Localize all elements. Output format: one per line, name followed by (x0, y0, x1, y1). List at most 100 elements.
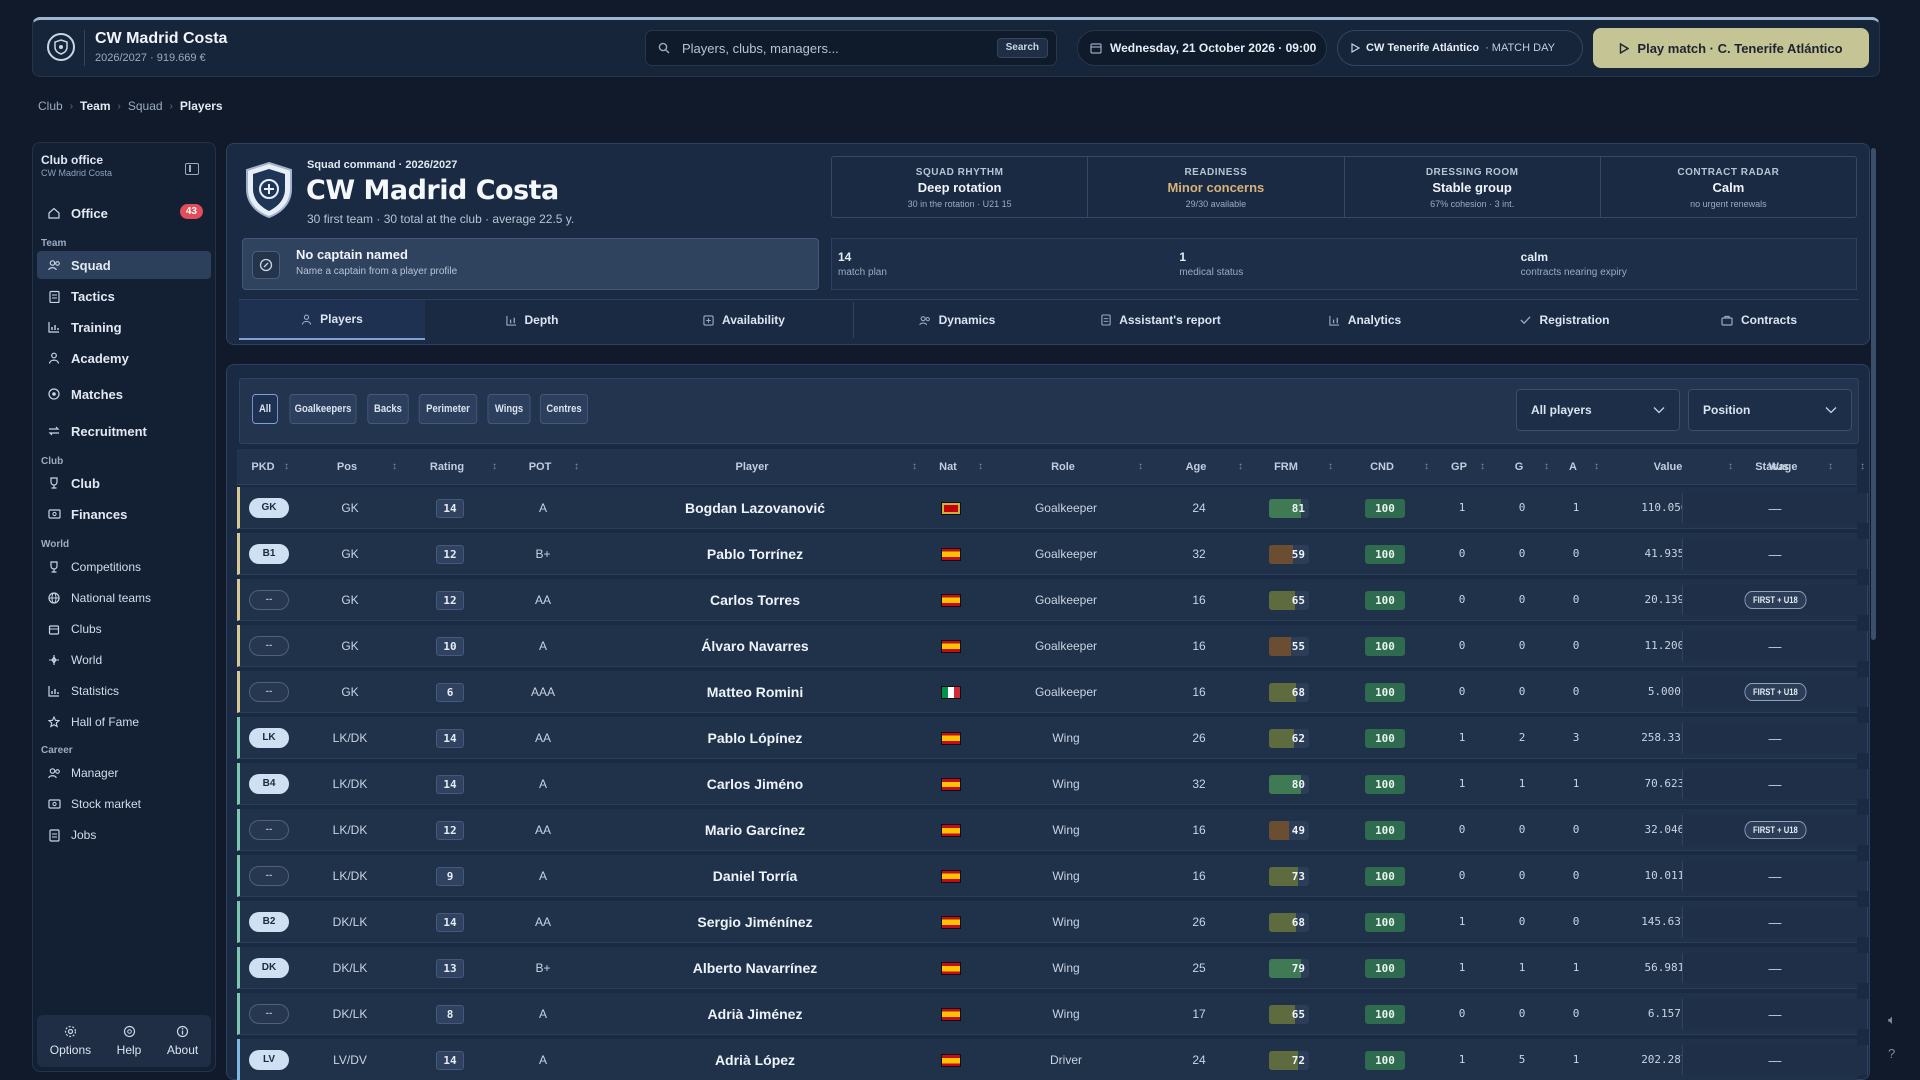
player-name[interactable]: Alberto Navarrínez (692, 960, 818, 976)
sidebar-item-national-teams[interactable]: National teams (37, 584, 211, 612)
lineup-slot-badge[interactable]: B2 (249, 912, 289, 932)
lineup-slot-badge[interactable]: LK (249, 728, 289, 748)
lineup-slot-badge[interactable]: -- (249, 636, 289, 656)
sidebar-item-academy[interactable]: Academy (37, 344, 211, 372)
lineup-slot-badge[interactable]: LV (249, 1050, 289, 1070)
table-row[interactable]: DK DK/LK 13 B+ Alberto Navarrínez Wing 25 79 100… (237, 947, 1868, 989)
club-emblem-icon[interactable] (47, 33, 75, 61)
search-input[interactable]: Players, clubs, managers... (682, 41, 839, 56)
sidebar-item-recruitment[interactable]: Recruitment (37, 417, 211, 445)
sidebar-item-clubs[interactable]: Clubs (37, 615, 211, 643)
player-name[interactable]: Pablo Torrínez (706, 546, 804, 562)
player-name[interactable]: Carlos Jiméno (706, 776, 804, 792)
sidebar-item-stock-market[interactable]: Stock market (37, 790, 211, 818)
lineup-slot-badge[interactable]: GK (249, 498, 289, 518)
sidebar-item-matches[interactable]: Matches (37, 380, 211, 408)
volume-icon[interactable]: 🔈︎ (1888, 1012, 1896, 1027)
column-header-frm[interactable]: FRM ↕ (1239, 449, 1333, 485)
lineup-slot-badge[interactable]: -- (249, 682, 289, 702)
sidebar-collapse-icon[interactable] (185, 163, 199, 175)
position-sort-select[interactable]: Position (1688, 389, 1852, 431)
search-button[interactable]: Search (996, 38, 1048, 58)
tab-depth[interactable]: Depth (432, 300, 632, 340)
lineup-slot-badge[interactable]: -- (249, 820, 289, 840)
player-name[interactable]: Daniel Torría (712, 868, 798, 884)
filter-chip-perimeter[interactable]: Perimeter (418, 394, 478, 424)
column-header-nat[interactable]: Nat ↕ (913, 449, 983, 485)
table-row[interactable]: -- DK/LK 8 A Adrià Jiménez Wing 17 65 100 0 0 0 6.15… (237, 993, 1868, 1035)
column-header-pos[interactable]: Pos ↕ (297, 449, 397, 485)
filter-chip-all[interactable]: All (252, 394, 278, 424)
sidebar-item-training[interactable]: Training (37, 313, 211, 341)
table-row[interactable]: -- GK 6 AAA Matteo Romini Goalkeeper 16 68 100 0 0… (237, 671, 1868, 713)
column-header-role[interactable]: Role ↕ (983, 449, 1143, 485)
player-name[interactable]: Mario Garcínez (704, 822, 806, 838)
play-match-button[interactable]: Play match · C. Tenerife Atlántico (1593, 28, 1869, 68)
player-name[interactable]: Bogdan Lazovanović (684, 500, 826, 516)
column-header-pkd[interactable]: PKD ↕ (237, 449, 289, 485)
sidebar-item-squad[interactable]: Squad (37, 251, 211, 279)
table-row[interactable]: B2 DK/LK 14 AA Sergio Jiménínez Wing 26 68 100 1 0… (237, 901, 1868, 943)
column-header-g[interactable]: G ↕ (1489, 449, 1549, 485)
column-header-age[interactable]: Age ↕ (1149, 449, 1243, 485)
players-filter-select[interactable]: All players (1516, 389, 1680, 431)
table-row[interactable]: GK GK 14 A Bogdan Lazovanović Goalkeeper 24 81 1… (237, 487, 1868, 529)
filter-chip-centres[interactable]: Centres (539, 394, 589, 424)
column-header-gp[interactable]: GP ↕ (1433, 449, 1485, 485)
next-match-pill[interactable]: CW Tenerife Atlántico · MATCH DAY (1337, 30, 1583, 66)
lineup-slot-badge[interactable]: DK (249, 958, 289, 978)
filter-chip-wings[interactable]: Wings (487, 394, 531, 424)
lineup-slot-badge[interactable]: -- (249, 866, 289, 886)
options-button[interactable]: Options (50, 1025, 91, 1057)
player-name[interactable]: Álvaro Navarres (701, 638, 809, 654)
player-name[interactable]: Pablo Lópínez (707, 730, 803, 746)
sidebar-item-statistics[interactable]: Statistics (37, 677, 211, 705)
lineup-slot-badge[interactable]: B4 (249, 774, 289, 794)
sidebar-item-competitions[interactable]: Competitions (37, 553, 211, 581)
table-row[interactable]: -- LK/DK 12 AA Mario Garcínez Wing 16 49 100 0 0 0 3… (237, 809, 1868, 851)
column-header-rating[interactable]: Rating ↕ (397, 449, 497, 485)
lineup-slot-badge[interactable]: B1 (249, 544, 289, 564)
filter-chip-goalkeepers[interactable]: Goalkeepers (289, 394, 357, 424)
player-name[interactable]: Sergio Jiménínez (697, 914, 813, 930)
table-row[interactable]: -- GK 10 A Álvaro Navarres Goalkeeper 16 55 100 0… (237, 625, 1868, 667)
tab-contracts[interactable]: Contracts (1659, 300, 1859, 340)
column-header-status[interactable]: Status ↕ (1679, 449, 1865, 485)
column-header-value[interactable]: Value ↕ (1603, 449, 1733, 485)
table-row[interactable]: B1 GK 12 B+ Pablo Torrínez Goalkeeper 32 59 100 0… (237, 533, 1868, 575)
sidebar-item-finances[interactable]: Finances (37, 500, 211, 528)
tab-registration[interactable]: Registration (1465, 300, 1665, 340)
date-pill[interactable]: Wednesday, 21 October 2026 · 09:00 (1077, 30, 1327, 66)
player-name[interactable]: Matteo Romini (706, 684, 804, 700)
table-row[interactable]: -- GK 12 AA Carlos Torres Goalkeeper 16 65 100 0 0… (237, 579, 1868, 621)
player-name[interactable]: Carlos Torres (710, 592, 800, 608)
table-row[interactable]: LV LV/DV 14 A Adrià López Driver 24 72 100 1 5 1 202… (237, 1039, 1868, 1080)
tab-availability[interactable]: Availability (639, 300, 849, 340)
column-header-wage[interactable]: Wage ↕ (1733, 449, 1833, 485)
sidebar-item-office[interactable]: Office 43 (37, 199, 211, 227)
table-row[interactable]: -- LK/DK 9 A Daniel Torría Wing 16 73 100 0 0 0 10.0… (237, 855, 1868, 897)
sidebar-item-tactics[interactable]: Tactics (37, 282, 211, 310)
player-name[interactable]: Adrià López (714, 1052, 796, 1068)
about-button[interactable]: About (167, 1025, 198, 1057)
column-header-pot[interactable]: POT ↕ (501, 449, 579, 485)
sidebar-item-hall-of-fame[interactable]: Hall of Fame (37, 708, 211, 736)
table-row[interactable]: B4 LK/DK 14 A Carlos Jiméno Wing 32 80 100 1 1 1 70.… (237, 763, 1868, 805)
tab-assistants-report[interactable]: Assistant's report (1061, 300, 1261, 340)
sidebar-item-manager[interactable]: Manager (37, 759, 211, 787)
column-header-player[interactable]: Player ↕ (587, 449, 917, 485)
table-row[interactable]: LK LK/DK 14 AA Pablo Lópínez Wing 26 62 100 1 2 3 25… (237, 717, 1868, 759)
sidebar-item-jobs[interactable]: Jobs (37, 821, 211, 849)
column-header-a[interactable]: A ↕ (1547, 449, 1599, 485)
sidebar-item-club[interactable]: Club (37, 469, 211, 497)
help-icon[interactable]: ? (1888, 1046, 1896, 1061)
search-box[interactable]: Players, clubs, managers... Search (645, 30, 1057, 66)
page-scrollbar[interactable] (1871, 148, 1876, 640)
captain-card[interactable]: No captain named Name a captain from a p… (242, 238, 819, 290)
help-button[interactable]: Help (117, 1025, 141, 1057)
tab-dynamics[interactable]: Dynamics (857, 300, 1057, 340)
tab-analytics[interactable]: Analytics (1265, 300, 1465, 340)
filter-chip-backs[interactable]: Backs (367, 394, 409, 424)
breadcrumb-squad[interactable]: Squad (127, 99, 163, 113)
sidebar-item-world[interactable]: World (37, 646, 211, 674)
